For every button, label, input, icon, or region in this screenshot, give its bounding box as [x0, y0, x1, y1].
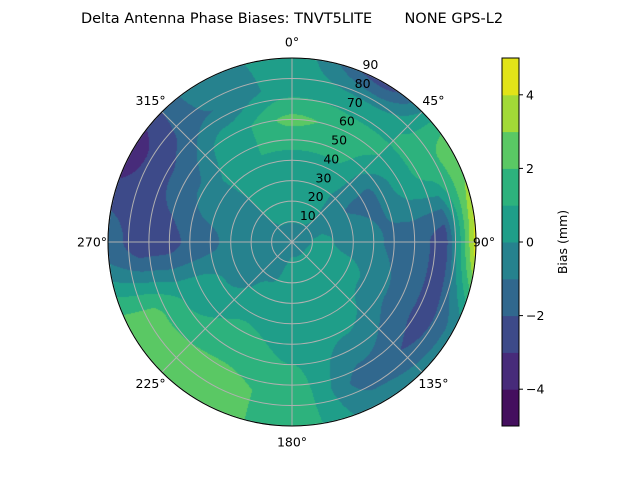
radial-tick-label: 30 [316, 170, 332, 185]
angular-tick-label: 45° [422, 93, 444, 108]
angular-tick-label: 180° [277, 435, 307, 450]
colorbar-segment [502, 352, 519, 390]
colorbar-tick-label: 0 [526, 235, 534, 250]
colorbar-segment [502, 131, 519, 169]
radial-tick-label: 50 [331, 133, 347, 148]
colorbar-label: Bias (mm) [555, 210, 570, 274]
colorbar-segment [502, 315, 519, 353]
colorbar-segment [502, 168, 519, 206]
colorbar-segment [502, 94, 519, 133]
angular-tick-label: 90° [473, 235, 495, 250]
colorbar-segment [502, 58, 519, 96]
angular-tick-label: 225° [136, 376, 166, 391]
angular-tick-label: 270° [77, 235, 107, 250]
colorbar-segment [502, 242, 519, 280]
angular-tick-label: 315° [136, 93, 166, 108]
colorbar-segment [502, 389, 519, 427]
colorbar-tick-label: −4 [526, 382, 544, 397]
radial-tick-label: 70 [347, 95, 363, 110]
radial-ticks: 10 20 30 40 50 60 70 80 90 [300, 57, 379, 223]
radial-tick-label: 60 [339, 114, 355, 129]
colorbar-segment [502, 278, 519, 317]
radial-tick-label: 10 [300, 208, 316, 223]
angular-gridline [161, 241, 293, 373]
radial-tick-label: 90 [362, 57, 378, 72]
polar-frame [107, 57, 477, 427]
angular-gridline [291, 111, 423, 243]
colorbar: −4 −2 0 2 4 [501, 57, 544, 427]
polar-grid [107, 57, 477, 427]
angular-tick-label: 135° [418, 376, 448, 391]
colorbar-tick-label: −2 [526, 308, 544, 323]
colorbar-tick-label: 2 [526, 161, 534, 176]
angular-gridline [291, 241, 423, 373]
colorbar-segment [502, 205, 519, 243]
radial-tick-label: 40 [323, 151, 339, 166]
colorbar-tick-label: 4 [526, 87, 534, 102]
chart-title: Delta Antenna Phase Biases: TNVT5LITE NO… [81, 11, 503, 27]
angular-ticks: 0° 45° 90° 135° 180° 225° 270° 315° [77, 35, 495, 450]
angular-gridline [161, 111, 293, 243]
radial-tick-label: 20 [308, 189, 324, 204]
radial-tick-label: 80 [355, 76, 371, 91]
angular-tick-label: 0° [285, 35, 299, 50]
